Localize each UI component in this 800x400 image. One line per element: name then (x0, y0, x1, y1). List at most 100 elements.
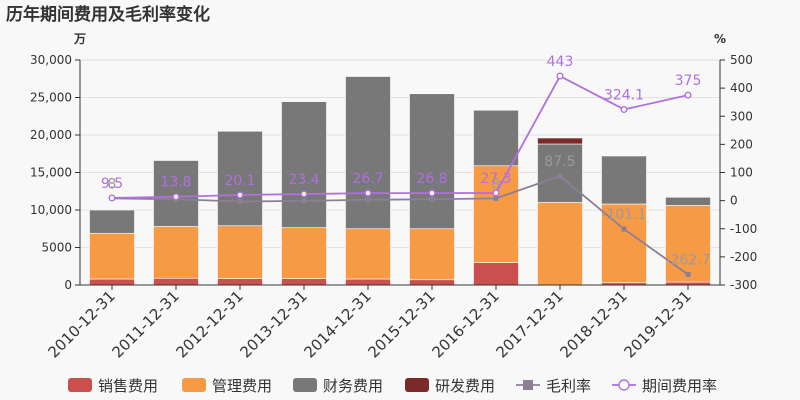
legend-marker (618, 379, 630, 391)
legend-swatch (293, 378, 317, 392)
right-axis-tick-label: 500 (730, 53, 753, 67)
bar-segment (409, 93, 455, 230)
bar-segment (537, 137, 583, 145)
data-label: 26.7 (352, 171, 383, 187)
x-axis-tick-label: 2013-12-31 (236, 287, 310, 361)
data-label: -101.1 (601, 207, 646, 223)
legend-label: 研发费用 (435, 377, 495, 395)
axes: 0500010,00015,00020,00025,00030,000-300-… (30, 53, 757, 361)
right-axis-tick-label: -200 (730, 250, 757, 264)
bar-segment (89, 278, 135, 286)
line-point (300, 190, 308, 198)
x-axis-tick-label: 2014-12-31 (300, 287, 374, 361)
legend[interactable]: 销售费用 管理费用 财务费用 研发费用 毛利率 期间费用率 (68, 377, 717, 395)
x-axis-tick-label: 2011-12-31 (108, 287, 182, 361)
data-label: 375 (675, 73, 702, 89)
bar-segment (601, 155, 647, 205)
legend-label: 毛利率 (546, 377, 591, 395)
legend-label: 管理费用 (212, 377, 272, 395)
chart-title: 历年期间费用及毛利率变化 (6, 4, 210, 25)
data-label: 13.8 (160, 175, 191, 191)
bar-segment (473, 262, 519, 286)
data-label: 26.8 (416, 171, 447, 187)
bars (89, 76, 711, 286)
right-axis-unit: % (714, 32, 726, 46)
bar-segment (345, 278, 391, 286)
line-point (108, 194, 116, 202)
left-axis-tick-label: 10,000 (30, 203, 72, 217)
line-point (557, 173, 563, 179)
line-point (684, 91, 692, 99)
line-point (236, 191, 244, 199)
bar-segment (665, 205, 711, 283)
x-axis-tick-label: 2018-12-31 (556, 287, 630, 361)
line-point (429, 196, 435, 202)
data-label: 27.3 (480, 171, 511, 187)
bar-segment (217, 225, 263, 279)
data-label: 23.4 (288, 172, 319, 188)
left-axis-tick-label: 20,000 (30, 128, 72, 142)
legend-swatch (182, 378, 206, 392)
x-axis-tick-label: 2015-12-31 (364, 287, 438, 361)
right-axis-tick-label: -100 (730, 222, 757, 236)
line-point (237, 198, 243, 204)
bar-segment (345, 228, 391, 280)
line-point (556, 72, 564, 80)
right-axis-tick-label: 0 (730, 194, 738, 208)
data-label: 324.1 (604, 87, 644, 103)
bar-segment (665, 196, 711, 206)
line-point (621, 226, 627, 232)
right-axis-tick-label: -300 (730, 278, 757, 292)
line-series (111, 174, 689, 276)
left-axis-unit: 万 (73, 32, 86, 46)
right-axis-tick-label: 400 (730, 81, 753, 95)
left-axis-tick-label: 5000 (41, 241, 72, 255)
bar-segment (281, 227, 327, 279)
x-axis-tick-label: 2012-12-31 (172, 287, 246, 361)
x-axis-tick-label: 2019-12-31 (620, 287, 694, 361)
bar-segment (537, 143, 583, 203)
data-label: 87.5 (544, 154, 575, 170)
bar-segment (217, 130, 263, 227)
bar-segment (153, 226, 199, 279)
data-label: 20.1 (224, 173, 255, 189)
bar-segment (409, 228, 455, 281)
lines: 8 8 87.5 -101.1 -262.7 9.5 13.8 20.1 23.4 26.7 26.… (101, 54, 711, 278)
data-label: -262.7 (665, 253, 710, 269)
bar-segment (281, 278, 327, 286)
right-axis-tick-label: 100 (730, 166, 753, 180)
legend-label: 期间费用率 (642, 377, 717, 395)
line-point (365, 197, 371, 203)
line-point (685, 272, 691, 278)
line-point (493, 195, 499, 201)
left-axis-tick-label: 0 (64, 278, 72, 292)
bar-segment (473, 109, 519, 167)
left-axis-tick-label: 15,000 (30, 166, 72, 180)
bar-segment (217, 278, 263, 286)
bar-segment (345, 76, 391, 230)
line-point (428, 189, 436, 197)
x-axis-tick-label: 2010-12-31 (44, 287, 118, 361)
data-label: 9.5 (101, 176, 123, 192)
bar-segment (153, 277, 199, 286)
data-label: 443 (547, 54, 574, 70)
right-axis-tick-label: 200 (730, 137, 753, 151)
line-point (492, 189, 500, 197)
line-point (172, 193, 180, 201)
line-point (364, 189, 372, 197)
right-axis-tick-label: 300 (730, 109, 753, 123)
line-point (301, 198, 307, 204)
left-axis-tick-label: 30,000 (30, 53, 72, 67)
bar-segment (537, 202, 583, 286)
legend-swatch (405, 378, 429, 392)
x-axis-tick-label: 2017-12-31 (492, 287, 566, 361)
data-label: 8 (108, 176, 117, 192)
bar-segment (281, 101, 327, 228)
bar-segment (89, 209, 135, 234)
line-point (620, 105, 628, 113)
x-axis-tick-label: 2016-12-31 (428, 287, 502, 361)
legend-label: 销售费用 (98, 377, 158, 395)
line-series (111, 74, 689, 199)
